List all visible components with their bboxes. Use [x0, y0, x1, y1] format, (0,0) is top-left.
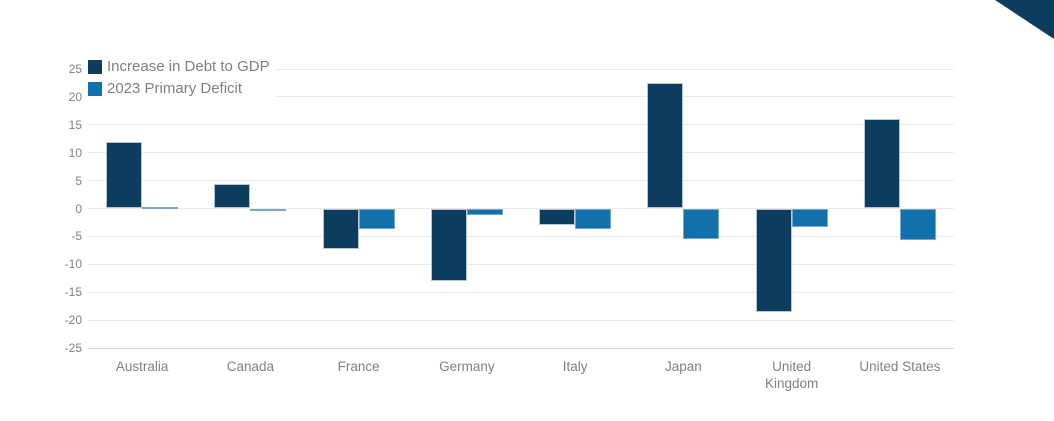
bar-increase-in-debt-to-gdp-united-states: [863, 119, 900, 209]
gridline--5: [88, 235, 954, 237]
x-axis-label-italy: Italy: [562, 359, 588, 374]
bar-2023-primary-deficit-japan: [683, 208, 720, 240]
bar-2023-primary-deficit-italy: [575, 208, 612, 229]
legend-swatch-2023-primary-deficit-icon: [88, 81, 102, 96]
legend-label-increase-in-debt-to-gdp: Increase in Debt to GDP: [107, 58, 270, 75]
y-tick-label-0: 0: [75, 201, 82, 216]
legend-item-2023-primary-deficit: 2023 Primary Deficit: [88, 81, 270, 96]
y-tick-label--5: -5: [71, 229, 82, 244]
gridline-10: [88, 152, 954, 154]
x-axis-label-france: France: [337, 359, 380, 374]
y-tick-label--15: -15: [64, 285, 82, 300]
gridline--15: [88, 291, 954, 293]
bar-increase-in-debt-to-gdp-australia: [106, 141, 143, 209]
y-tick-label--20: -20: [64, 313, 82, 328]
bar-2023-primary-deficit-australia: [142, 206, 179, 209]
x-axis-line: [88, 347, 954, 349]
y-tick-label-20: 20: [68, 89, 82, 104]
bar-2023-primary-deficit-united-kingdom: [791, 208, 828, 228]
legend-label-2023-primary-deficit: 2023 Primary Deficit: [107, 80, 243, 97]
legend-swatch-increase-in-debt-to-gdp-icon: [88, 59, 102, 74]
bar-increase-in-debt-to-gdp-japan: [647, 82, 684, 209]
chart-legend: Increase in Debt to GDP 2023 Primary Def…: [84, 57, 276, 100]
x-axis-label-canada: Canada: [226, 359, 275, 374]
bar-2023-primary-deficit-united-states: [899, 208, 936, 241]
y-tick-label--10: -10: [64, 257, 82, 272]
y-tick-label-25: 25: [68, 62, 82, 76]
corner-triangle-decoration: [995, 0, 1054, 39]
legend-item-increase-in-debt-to-gdp: Increase in Debt to GDP: [88, 59, 270, 74]
bar-increase-in-debt-to-gdp-germany: [430, 208, 467, 282]
bar-increase-in-debt-to-gdp-italy: [539, 208, 576, 225]
gridline-20: [88, 96, 954, 98]
gridline-15: [88, 124, 954, 126]
gridline-0: [88, 208, 954, 209]
gridline-25: [88, 68, 954, 70]
y-tick-label-10: 10: [68, 145, 82, 160]
x-axis-label-united-states: United States: [859, 359, 941, 374]
y-tick-label-5: 5: [75, 173, 82, 188]
y-tick-label--25: -25: [64, 341, 82, 355]
y-tick-label-15: 15: [68, 117, 82, 132]
bar-2023-primary-deficit-france: [358, 208, 395, 229]
bar-increase-in-debt-to-gdp-france: [322, 208, 359, 250]
bar-2023-primary-deficit-canada: [250, 208, 287, 211]
x-axis-label-united-kingdom: United Kingdom: [764, 359, 819, 391]
gridline--20: [88, 319, 954, 321]
bar-increase-in-debt-to-gdp-united-kingdom: [755, 208, 792, 313]
x-axis-label-germany: Germany: [439, 359, 495, 374]
x-axis-label-japan: Japan: [664, 359, 702, 374]
bar-2023-primary-deficit-germany: [466, 208, 503, 216]
bar-increase-in-debt-to-gdp-canada: [214, 183, 251, 209]
x-axis-label-australia: Australia: [115, 359, 169, 374]
gridline-5: [88, 180, 954, 182]
gridline--10: [88, 263, 954, 265]
corner-triangle-icon: [995, 0, 1054, 39]
